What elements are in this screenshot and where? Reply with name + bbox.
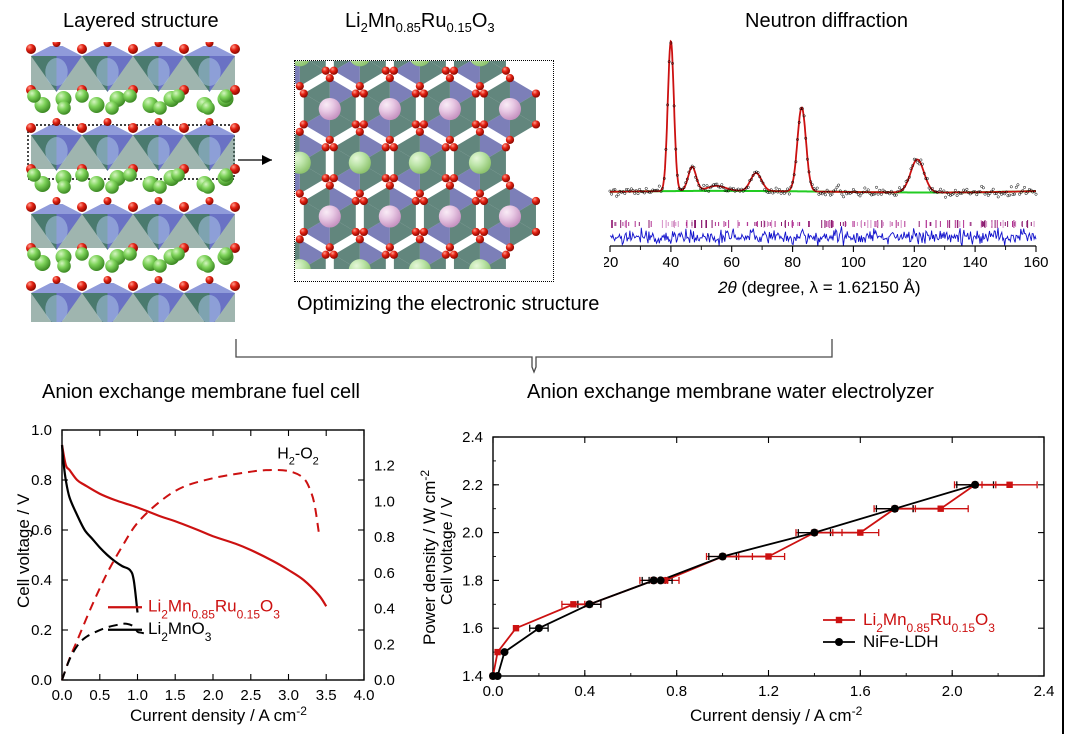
svg-text:Li2MnO3: Li2MnO3 [148, 619, 212, 644]
svg-text:NiFe-LDH: NiFe-LDH [863, 632, 939, 651]
svg-text:0.0: 0.0 [374, 672, 395, 689]
svg-text:H2-O2: H2-O2 [277, 446, 319, 468]
svg-text:3.0: 3.0 [278, 687, 299, 704]
svg-text:3.5: 3.5 [316, 687, 337, 704]
svg-text:100: 100 [841, 254, 866, 271]
svg-text:60: 60 [723, 254, 740, 271]
svg-text:2.4: 2.4 [1034, 683, 1055, 700]
svg-text:0.8: 0.8 [374, 529, 395, 546]
svg-text:2.2: 2.2 [462, 477, 483, 494]
svg-text:160: 160 [1023, 254, 1048, 271]
svg-text:20: 20 [604, 254, 618, 271]
svg-text:120: 120 [902, 254, 927, 271]
svg-text:0.6: 0.6 [31, 522, 52, 539]
svg-text:140: 140 [963, 254, 988, 271]
svg-text:0.4: 0.4 [574, 683, 595, 700]
svg-text:0.2: 0.2 [374, 636, 395, 653]
svg-text:0.0: 0.0 [483, 683, 504, 700]
svg-text:1.0: 1.0 [127, 687, 148, 704]
svg-text:0.5: 0.5 [89, 687, 110, 704]
svg-text:1.6: 1.6 [850, 683, 871, 700]
svg-text:2.0: 2.0 [203, 687, 224, 704]
svg-text:0.0: 0.0 [52, 687, 73, 704]
svg-text:0.4: 0.4 [374, 601, 395, 618]
svg-text:2.0: 2.0 [462, 525, 483, 542]
svg-text:1.4: 1.4 [462, 668, 483, 685]
svg-text:0.6: 0.6 [374, 565, 395, 582]
svg-text:4.0: 4.0 [354, 687, 375, 704]
svg-text:1.8: 1.8 [462, 572, 483, 589]
svg-text:1.6: 1.6 [462, 620, 483, 637]
svg-text:2.5: 2.5 [240, 687, 261, 704]
svg-text:1.0: 1.0 [31, 422, 52, 439]
svg-text:0.2: 0.2 [31, 622, 52, 639]
svg-text:Li2Mn0.85Ru0.15O3: Li2Mn0.85Ru0.15O3 [148, 596, 280, 621]
svg-text:80: 80 [784, 254, 801, 271]
svg-text:0.4: 0.4 [31, 572, 52, 589]
svg-text:2.4: 2.4 [462, 429, 483, 446]
svg-text:2.0: 2.0 [942, 683, 963, 700]
svg-text:0.8: 0.8 [666, 683, 687, 700]
svg-text:1.0: 1.0 [374, 493, 395, 510]
svg-text:1.5: 1.5 [165, 687, 186, 704]
svg-text:1.2: 1.2 [758, 683, 779, 700]
svg-text:40: 40 [663, 254, 680, 271]
svg-text:1.2: 1.2 [374, 458, 395, 475]
svg-text:0.8: 0.8 [31, 472, 52, 489]
svg-text:0.0: 0.0 [31, 672, 52, 689]
